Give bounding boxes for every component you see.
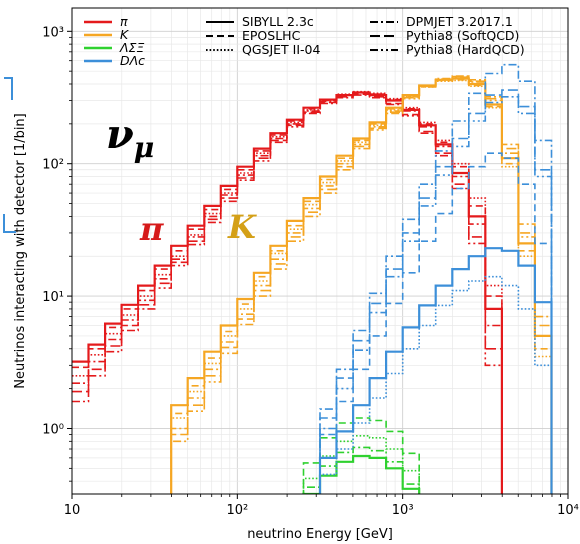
legend-generator-label: DPMJET 3.2017.1 (406, 14, 513, 29)
series-line (72, 93, 503, 494)
series-line (319, 152, 553, 494)
legend-particle-label: DΛc (120, 53, 145, 68)
plot-frame (71, 7, 569, 495)
y-tick-label: 10³ (42, 25, 64, 40)
x-axis-label: neutrino Energy [GeV] (247, 527, 393, 542)
legend-generator-label: SIBYLL 2.3c (242, 14, 314, 29)
plot-area (72, 63, 553, 494)
legend-generator-label: QGSJET II-04 (242, 42, 320, 57)
legend-particle-label: ΛΣΞ (119, 40, 144, 55)
annotation-nu-mu: νμ (106, 111, 154, 164)
x-tick-label: 10³ (392, 503, 414, 518)
annotation-pi: π (139, 210, 164, 248)
y-tick-label: 10¹ (42, 290, 64, 305)
legend-generator-label: Pythia8 (SoftQCD) (406, 28, 519, 43)
x-tick-label: 10⁴ (557, 503, 579, 518)
series-line (170, 75, 553, 494)
series-line (319, 63, 553, 494)
legend-generator-label: Pythia8 (HardQCD) (406, 42, 525, 57)
x-tick-label: 10² (226, 503, 248, 518)
series-line (318, 247, 553, 494)
legend-particle-label: K (120, 27, 130, 42)
legend-generator-label: EPOSLHC (242, 28, 301, 43)
axis-ticks: 10 10² 10³ 10⁴ 10⁰ 10¹ 10² 10³ (42, 25, 579, 518)
annotation-k: K (227, 208, 257, 246)
annotation-mu: μ (134, 131, 155, 164)
x-tick-label: 10 (64, 503, 81, 518)
series-layer (72, 63, 553, 494)
annotations: νμ π K (106, 111, 257, 248)
y-tick-label: 10² (42, 158, 64, 173)
annotation-nu: ν (106, 111, 134, 158)
y-tick-label: 10⁰ (42, 422, 64, 437)
bracket-top-mark (4, 77, 13, 100)
bracket-bottom-mark (3, 214, 16, 233)
legend-particle-label: π (120, 14, 128, 29)
series-line (319, 89, 553, 494)
y-axis-label: Neutrinos interacting with detector [1/b… (13, 113, 28, 388)
